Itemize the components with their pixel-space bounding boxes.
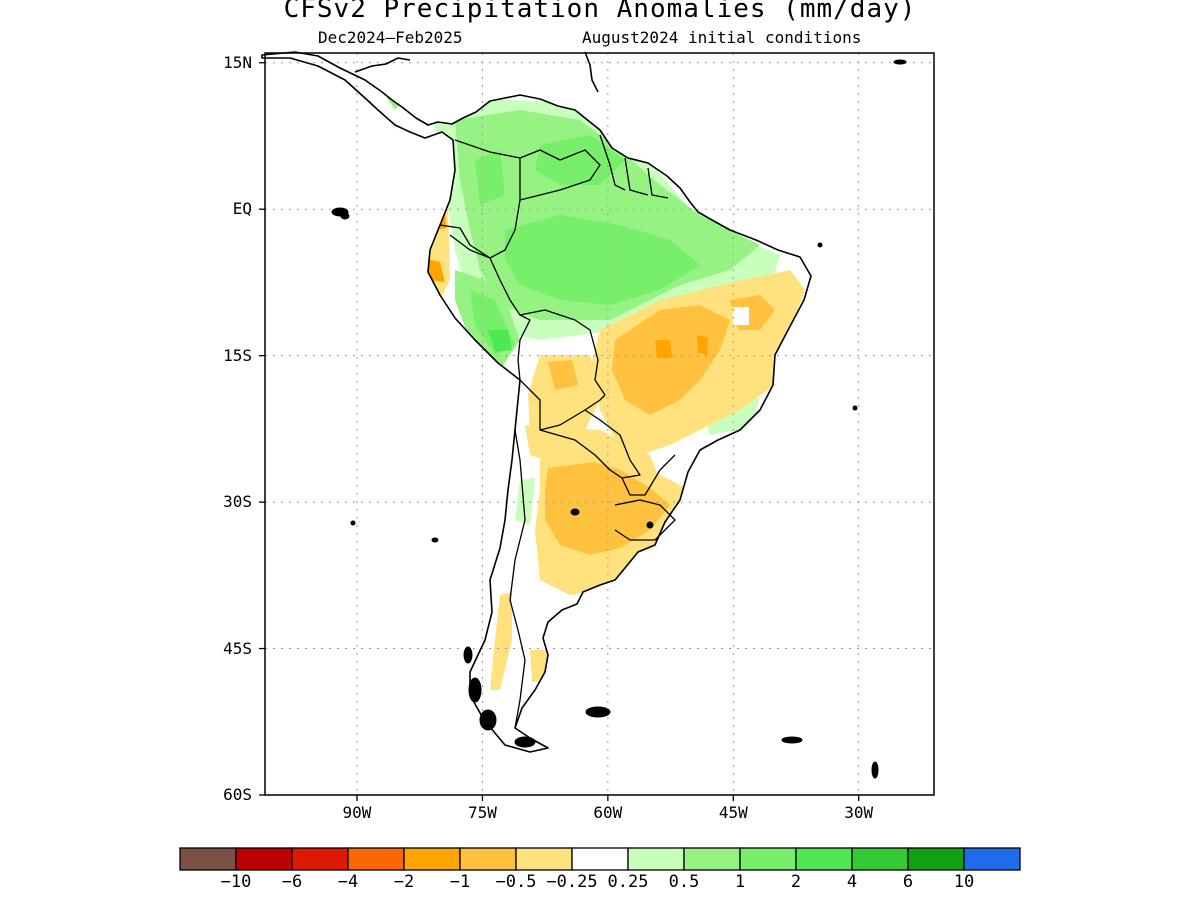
island: [463, 646, 473, 664]
anomaly-region: [548, 360, 578, 390]
colorbar-swatch: [851, 847, 909, 871]
island: [479, 709, 497, 731]
country-border: [599, 134, 626, 191]
colorbar-label: −2: [393, 872, 415, 892]
anomaly-region: [697, 335, 708, 355]
colorbar-label: 0.25: [607, 872, 649, 892]
map-frame: [264, 52, 935, 796]
country-border: [489, 257, 531, 381]
island: [514, 736, 536, 748]
island: [350, 520, 356, 526]
chart-title: CFSv2 Precipitation Anomalies (mm/day): [283, 0, 917, 24]
country-border: [519, 149, 601, 201]
colorbar-swatch: [571, 847, 629, 871]
lat-tick-label: 45S: [223, 638, 252, 658]
anomaly-region: [515, 478, 535, 525]
country-border: [519, 379, 606, 431]
colorbar-label: 1: [734, 872, 746, 892]
mainland-coast: [261, 51, 812, 753]
lat-tick-label: 15N: [223, 52, 252, 72]
country-border: [439, 224, 491, 259]
island: [817, 242, 823, 248]
country-borders: [439, 134, 676, 729]
colorbar-label: −4: [337, 872, 359, 892]
island: [893, 59, 907, 65]
lon-tick-label: 30W: [844, 803, 874, 822]
colorbar-swatch: [739, 847, 797, 871]
colorbar-swatch: [179, 847, 237, 871]
anomaly-region: [545, 462, 670, 555]
lat-tick-label: EQ: [232, 199, 252, 219]
country-border: [509, 429, 526, 729]
country-border: [539, 429, 676, 496]
anomaly-region: [655, 340, 672, 358]
colorbar-label: −10: [220, 872, 252, 892]
colorbar-label: 0.5: [668, 872, 700, 892]
colorbar: [179, 847, 1021, 871]
colorbar-swatch: [627, 847, 685, 871]
anomaly-region: [535, 135, 625, 185]
forecast-period: Dec2024–Feb2025: [318, 28, 463, 47]
island: [646, 521, 654, 529]
island: [585, 706, 611, 718]
country-border: [584, 409, 641, 479]
country-border: [624, 157, 649, 196]
lon-tick-label: 45W: [718, 803, 748, 822]
island: [871, 761, 879, 779]
islands: [331, 59, 907, 779]
colorbar-swatch: [291, 847, 349, 871]
colorbar-swatch: [515, 847, 573, 871]
colorbar-swatch: [235, 847, 293, 871]
island: [852, 405, 858, 411]
colorbar-label: −6: [281, 872, 303, 892]
island: [570, 508, 580, 516]
colorbar-label: 2: [790, 872, 802, 892]
anomaly-region: [490, 592, 512, 690]
colorbar-label: −1: [449, 872, 471, 892]
country-border: [614, 499, 676, 541]
lon-tick-label: 75W: [467, 803, 497, 822]
lon-tick-label: 90W: [342, 803, 372, 822]
coastlines: [261, 51, 812, 753]
colorbar-swatch: [403, 847, 461, 871]
colorbar-label: −0.5: [495, 872, 537, 892]
colorbar-label: −0.25: [546, 872, 598, 892]
axis-ticks: [259, 62, 860, 801]
central-america-coast: [354, 57, 411, 73]
colorbar-label: 6: [902, 872, 914, 892]
caribbean-coast: [584, 51, 599, 93]
island: [431, 537, 439, 543]
anomaly-region: [475, 150, 505, 205]
colorbar-swatch: [907, 847, 965, 871]
colorbar-swatch: [459, 847, 517, 871]
anomaly-shading: [385, 62, 805, 690]
anomaly-region: [505, 215, 700, 305]
lat-tick-label: 15S: [223, 345, 252, 365]
lat-tick-label: 30S: [223, 492, 252, 512]
country-border: [449, 139, 521, 259]
colorbar-label: 4: [846, 872, 858, 892]
initial-conditions: August2024 initial conditions: [582, 28, 862, 47]
colorbar-swatch: [683, 847, 741, 871]
lat-tick-label: 60S: [223, 785, 252, 804]
anomaly-region: [612, 305, 730, 415]
colorbar-label: 10: [953, 872, 975, 892]
anomaly-region: [528, 355, 600, 440]
colorbar-swatch: [963, 847, 1021, 871]
country-border: [519, 309, 606, 396]
island: [468, 677, 482, 703]
lon-tick-label: 60W: [593, 803, 623, 822]
colorbar-swatch: [347, 847, 405, 871]
island: [340, 212, 350, 220]
island: [781, 736, 803, 744]
anomaly-region: [488, 330, 512, 352]
country-border: [647, 167, 669, 199]
missing-data-cell: [733, 307, 749, 325]
colorbar-swatch: [795, 847, 853, 871]
